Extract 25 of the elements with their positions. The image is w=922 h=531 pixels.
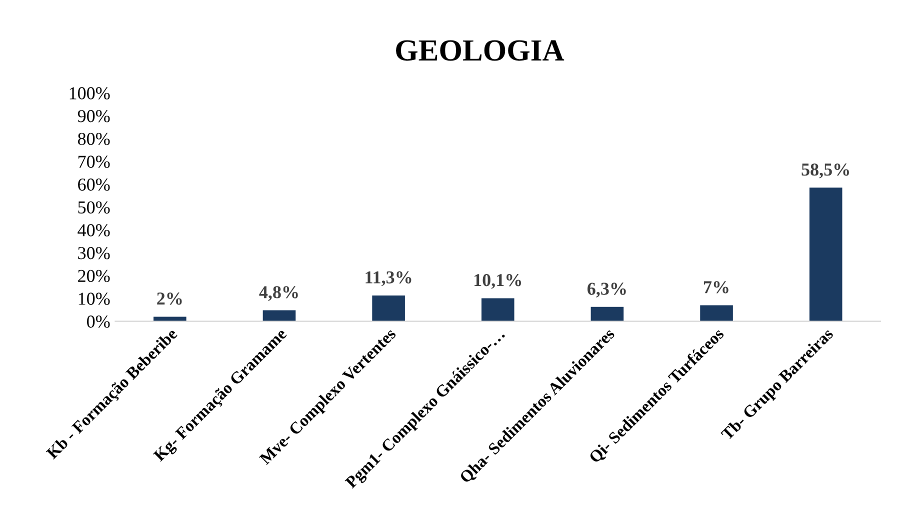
- y-tick-label: 70%: [78, 156, 110, 168]
- data-label: 11,3%: [366, 271, 412, 286]
- y-tick-label: 10%: [78, 292, 110, 305]
- y-tick-label: 20%: [78, 270, 110, 282]
- y-tick-label: 90%: [78, 110, 110, 122]
- data-label: 6,3%: [588, 282, 626, 298]
- y-tick-label: 40%: [78, 224, 110, 236]
- y-tick-label: 100%: [70, 87, 110, 100]
- y-tick-label: 60%: [78, 178, 110, 191]
- chart-title: GEOLOGIA: [396, 40, 564, 61]
- y-tick-label: 80%: [78, 132, 110, 146]
- bar: [809, 188, 842, 322]
- bar: [590, 306, 624, 322]
- bar: [262, 310, 296, 322]
- y-tick-label: 0%: [87, 316, 110, 328]
- data-label: 2%: [157, 292, 182, 305]
- bar: [700, 305, 733, 322]
- y-tick-label: 30%: [78, 247, 110, 260]
- data-label: 4,8%: [259, 286, 298, 301]
- data-label: 58,5%: [802, 163, 849, 178]
- data-label: 10,1%: [474, 274, 522, 289]
- y-tick-label: 50%: [78, 201, 110, 214]
- data-label: 7%: [704, 281, 728, 294]
- bar: [372, 295, 405, 322]
- bar: [481, 298, 514, 322]
